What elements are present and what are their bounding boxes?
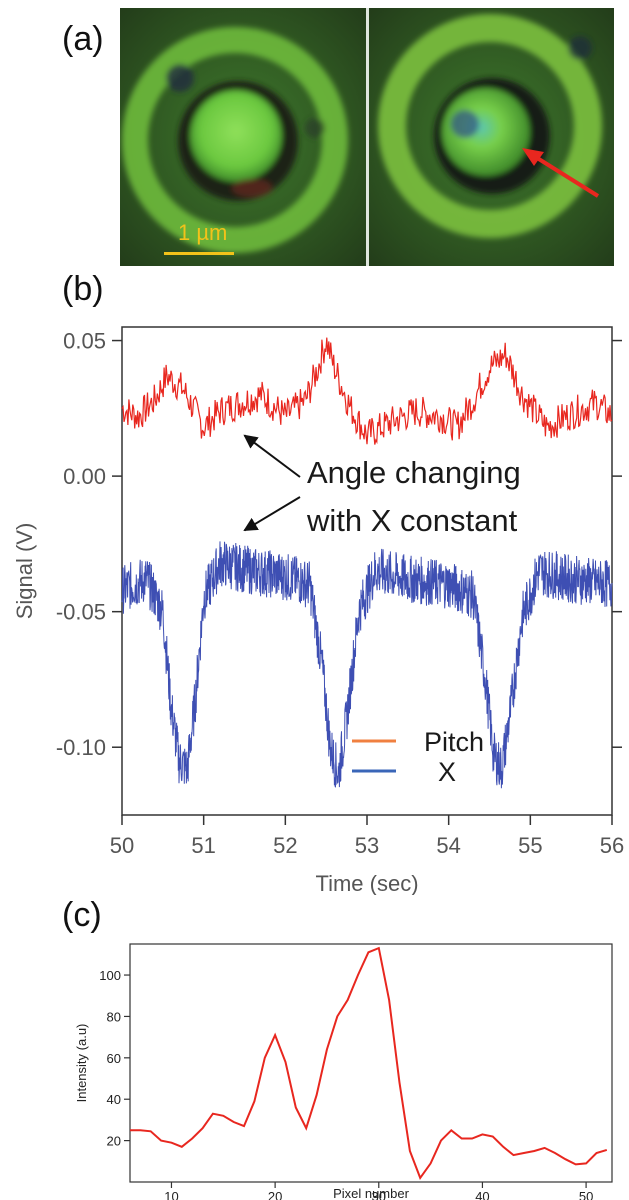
annotation-line-2: with X constant [306,503,518,538]
y-tick-label: 100 [99,968,121,983]
annotation-arrow-2 [243,496,301,532]
x-tick-label: 10 [164,1189,178,1200]
y-tick-label: 60 [107,1051,121,1066]
x-tick-label: 40 [475,1189,489,1200]
signal-chart: 50 51 52 53 54 55 56 0.05 0.00 -0.05 -0.10 Time (se… [12,326,624,895]
y-axis-label: Intensity (a.u) [74,1024,89,1103]
x-tick-label: 55 [518,833,542,858]
y-tick-label: 0.00 [63,464,106,489]
series-line-x [121,541,613,789]
x-tick-label: 50 [110,833,134,858]
image-divider [366,8,369,266]
x-tick-label: 50 [579,1189,593,1200]
legend-label-pitch: Pitch [424,727,484,757]
y-tick-label: 0.05 [63,329,106,354]
red-arrow-icon [522,148,600,198]
micrograph-figure: 1 µm [120,8,614,266]
micrograph-right [369,8,614,266]
series-line-pitch [121,337,613,445]
panel-label-c: (c) [62,896,102,934]
legend-label-x: X [438,757,456,787]
x-tick-label: 54 [436,833,460,858]
y-tick-label: -0.05 [56,600,106,625]
panel-label-b: (b) [62,270,104,308]
micrograph-left [120,8,366,266]
y-tick-label: 80 [107,1009,121,1024]
x-tick-label: 51 [191,833,215,858]
x-tick-label: 52 [273,833,297,858]
series-line-intensity [130,946,608,1180]
y-tick-label: 40 [107,1092,121,1107]
x-tick-label: 56 [600,833,624,858]
y-axis-label: Signal (V) [12,523,37,620]
panel-label-a: (a) [62,20,104,58]
annotation-arrow-1 [243,434,301,478]
scale-bar-label: 1 µm [178,220,227,245]
plot-frame [129,943,613,1183]
annotation-line-1: Angle changing [307,455,521,490]
x-tick-label: 53 [355,833,379,858]
x-tick-label: 30 [372,1189,386,1200]
x-tick-label: 20 [268,1189,282,1200]
intensity-chart: 10 20 30 40 50 20 40 60 80 100 Pixel number Intensi… [74,943,613,1200]
x-axis-label: Pixel number [333,1186,410,1200]
y-tick-label: 20 [107,1134,121,1149]
scale-bar [164,252,234,255]
x-axis-label: Time (sec) [315,871,418,895]
y-tick-label: -0.10 [56,735,106,760]
